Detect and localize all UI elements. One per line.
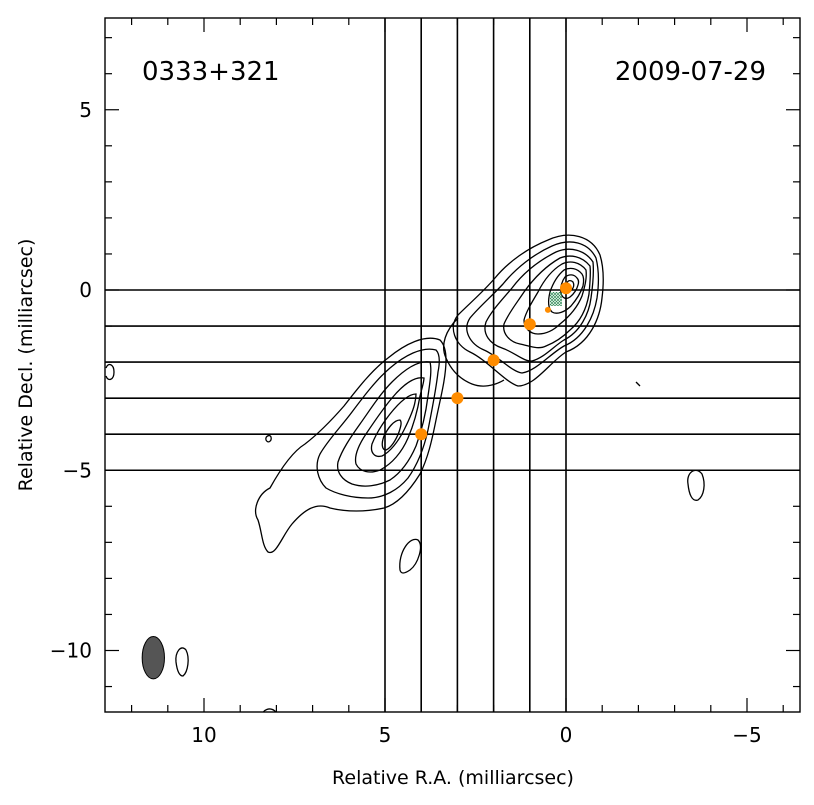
- components: [415, 282, 572, 441]
- x-tick-label: −5: [732, 723, 761, 747]
- contour-map: [105, 234, 705, 712]
- y-tick-label: −10: [50, 639, 92, 663]
- source-name: 0333+321: [142, 57, 280, 87]
- model-component: [560, 282, 572, 295]
- y-axis-title: Relative Decl. (milliarcsec): [15, 239, 37, 492]
- model-component-minor: [544, 306, 551, 313]
- core-hatch: [550, 292, 562, 306]
- y-tick-label: 5: [79, 98, 92, 122]
- model-component: [523, 318, 536, 331]
- model-component: [451, 392, 464, 405]
- model-component: [415, 428, 428, 441]
- grid-lines: [105, 18, 800, 712]
- observation-date: 2009-07-29: [615, 57, 766, 87]
- x-tick-label: 10: [191, 723, 216, 747]
- beam-ellipse: [141, 636, 165, 680]
- x-tick-label: 0: [560, 723, 573, 747]
- x-tick-label: 5: [379, 723, 392, 747]
- tick-labels: 10 5 0 −5 5 0 −5 −10: [50, 98, 762, 747]
- model-component: [487, 354, 500, 367]
- axis-ticks: [105, 18, 800, 712]
- plot-frame: [104, 17, 801, 713]
- x-axis-title: Relative R.A. (milliarcsec): [332, 767, 574, 789]
- y-tick-label: −5: [63, 458, 92, 482]
- y-tick-label: 0: [79, 278, 92, 302]
